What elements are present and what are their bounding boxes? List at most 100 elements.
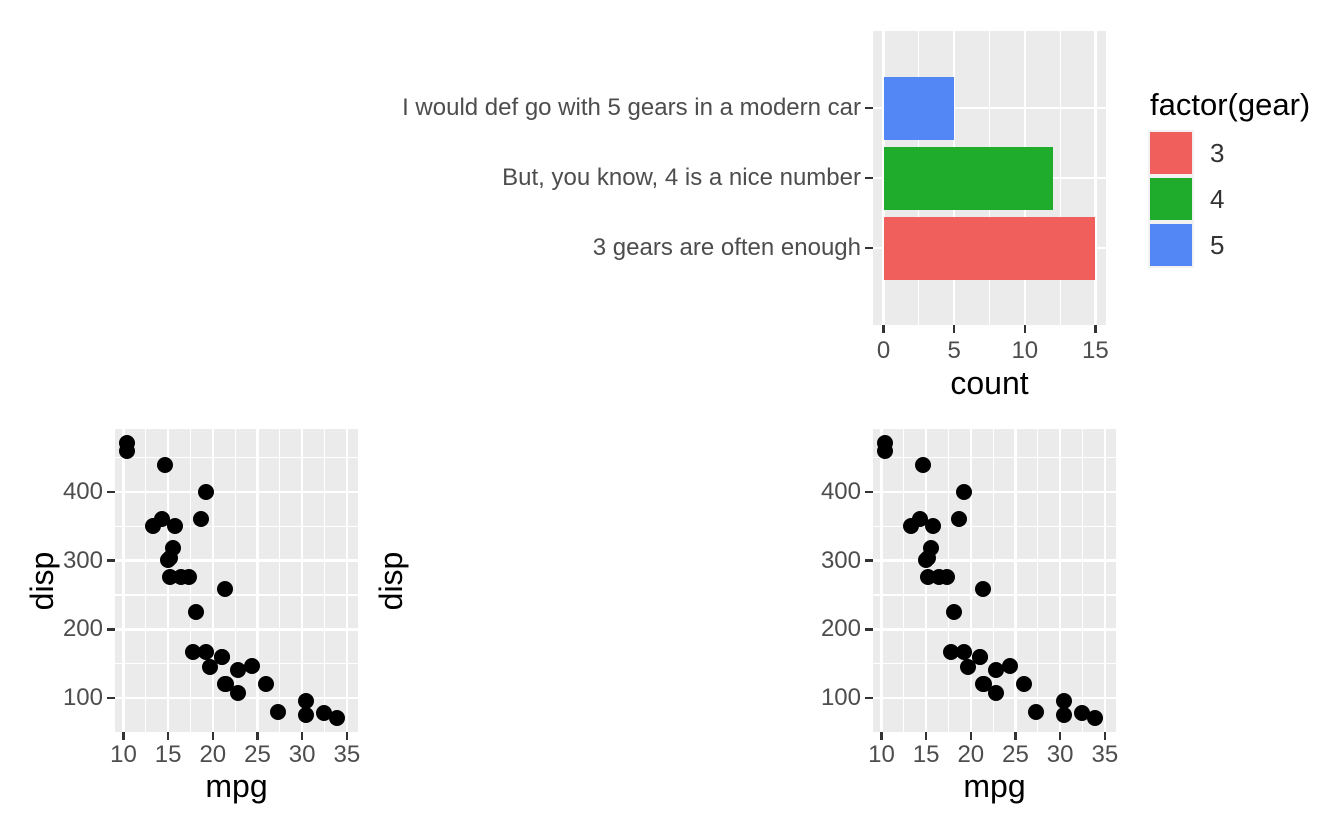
data-point [144,518,161,535]
axis-tick-mark [952,325,956,333]
legend-swatch [1150,132,1192,174]
axis-tick-mark [865,176,873,180]
data-point [943,643,960,660]
x-tick-label: 15 [912,741,940,768]
data-point [902,518,919,535]
y-tick-label: 100 [820,684,861,711]
axis-tick-mark [969,732,973,740]
data-point [1087,709,1103,726]
x-tick-label: 25 [244,741,271,768]
gridline-minor-vertical [1081,429,1084,732]
legend-label: 5 [1210,230,1225,260]
data-point [329,709,345,726]
y-tick-label: 300 [820,546,861,574]
category-label: I would def go with 5 gears in a modern … [402,94,861,121]
axis-tick-mark [1094,325,1097,333]
data-point [229,661,246,678]
axis-tick-mark [1023,325,1027,333]
data-point [919,569,936,586]
data-point [202,659,219,676]
data-point [918,551,935,568]
data-point [297,693,314,710]
bar [883,76,955,140]
x-axis-title: mpg [205,768,268,804]
gridline-major-vertical [122,429,125,732]
axis-tick-mark [1014,732,1017,740]
data-point [258,676,275,693]
data-point [915,456,932,473]
data-point [185,643,202,660]
x-tick-label: 35 [1091,741,1119,768]
data-point [877,442,894,459]
data-point [213,648,230,665]
x-tick-label: 5 [947,337,961,364]
data-point [270,704,287,721]
category-label: 3 gears are often enough [592,234,861,261]
data-point [960,659,977,676]
data-point [1073,704,1090,721]
x-axis-title: mpg [963,768,1026,804]
axis-tick-mark [1058,732,1062,740]
gridline-major-horizontal [873,628,1116,631]
gridline-minor-vertical [323,429,326,732]
axis-tick-mark [924,732,928,740]
axis-tick-mark [107,628,115,631]
data-point [1002,657,1019,674]
axis-tick-mark [1103,732,1107,740]
data-point [955,643,972,660]
gridline-major-vertical [1014,429,1017,732]
gridline-minor-vertical [279,429,281,732]
y-tick-label: 200 [62,615,103,643]
y-tick-label: 300 [62,546,103,574]
gridline-major-vertical [880,429,883,732]
axis-tick-mark [865,628,873,631]
gridline-minor-horizontal [115,594,358,596]
gridline-major-horizontal [115,559,358,562]
gridline-minor-horizontal [873,525,1116,527]
y-axis-title: disp [373,551,409,610]
gridline-major-horizontal [873,490,1116,494]
x-axis-title: count [950,365,1029,401]
data-point [987,661,1004,678]
data-point [951,511,968,528]
gridline-minor-horizontal [115,525,358,527]
axis-tick-mark [300,732,304,740]
legend-label: 4 [1210,184,1225,214]
data-point [975,675,992,692]
x-tick-label: 0 [876,337,891,364]
axis-tick-mark [865,490,873,494]
data-point [193,511,210,528]
gridline-major-horizontal [873,106,1106,110]
scatter-panel [873,429,1116,732]
data-point [975,581,992,598]
data-point [217,675,234,692]
gridline-major-vertical [1103,429,1107,732]
x-tick-label: 15 [1082,337,1109,364]
data-point [315,704,332,721]
y-tick-label: 400 [820,477,861,505]
gridline-major-vertical [1094,31,1097,325]
data-point [244,657,261,674]
axis-tick-mark [211,732,215,740]
gridline-minor-vertical [992,429,994,732]
axis-tick-mark [865,106,873,110]
legend-swatch [1150,178,1192,220]
data-point [1055,706,1072,723]
data-point [161,569,178,586]
data-point [971,648,988,665]
data-point [197,643,214,660]
data-point [229,684,246,701]
axis-tick-mark [256,732,259,740]
x-tick-label: 25 [1002,741,1029,768]
legend-swatch [1150,224,1192,266]
gridline-major-vertical [969,429,973,732]
bar [883,216,1096,280]
x-tick-label: 20 [199,741,227,768]
data-point [187,604,204,621]
axis-tick-mark [882,325,885,333]
